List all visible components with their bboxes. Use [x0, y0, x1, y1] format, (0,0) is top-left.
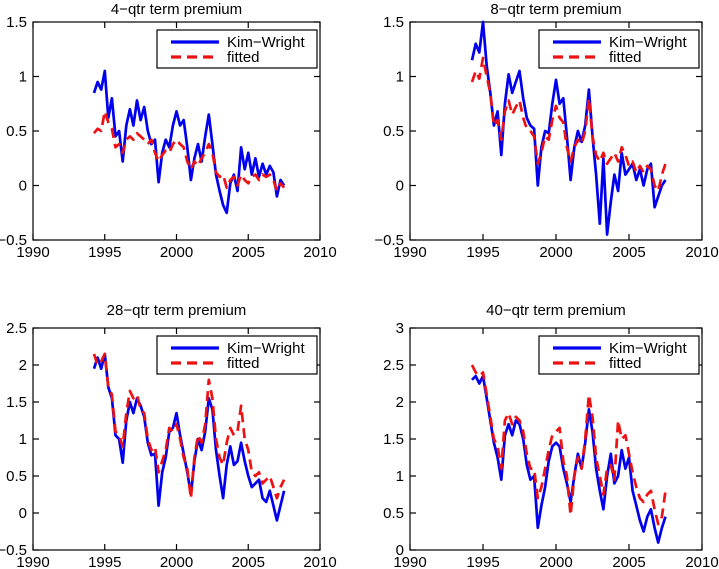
x-tick-label: 2000 — [539, 554, 572, 569]
y-tick-label: 0 — [19, 178, 27, 195]
x-tick-label: 2010 — [685, 554, 718, 569]
y-tick-label: 1.5 — [6, 394, 27, 411]
legend-box — [538, 29, 700, 69]
y-tick-label: 0.5 — [383, 505, 404, 522]
y-tick-label: 2 — [19, 357, 27, 374]
x-tick-label: 2005 — [612, 554, 645, 569]
chart-8qtr: 1990 1995 2000 2005 2010 1.5 1 0.5 0 −0.5 Kim−Wrig… — [374, 14, 718, 261]
y-tick-label: 0.5 — [6, 123, 27, 140]
chart-title-28qtr: 28−qtr term premium — [106, 302, 247, 319]
x-tick-label: 1995 — [88, 244, 121, 261]
x-tick-label: 1995 — [466, 244, 499, 261]
y-tick-label: 2.5 — [6, 320, 27, 337]
y-tick-label: 0 — [396, 542, 404, 559]
x-tick-label: 2000 — [160, 244, 193, 261]
legend-kim-wright-label: Kim−Wright — [609, 34, 687, 51]
x-tick-label: 2010 — [303, 554, 336, 569]
y-tick-label: −0.5 — [0, 232, 27, 249]
subplot-40qtr-term-premium: 1990 1995 2000 2005 2010 3 2.5 2 1.5 1 0.5 0 Kim−Wri… — [360, 285, 719, 569]
x-tick-label: 2010 — [303, 244, 336, 261]
legend-fitted-label: fitted — [609, 355, 642, 372]
x-tick-label: 1990 — [393, 244, 426, 261]
x-tick-label: 2005 — [232, 554, 265, 569]
legend-fitted-label: fitted — [227, 355, 260, 372]
x-tick-label: 1990 — [393, 554, 426, 569]
x-tick-label: 2005 — [612, 244, 645, 261]
y-tick-label: 0 — [396, 178, 404, 195]
legend-kim-wright-label: Kim−Wright — [227, 34, 305, 51]
chart-title-4qtr: 4−qtr term premium — [110, 1, 243, 18]
x-tick-label: 2000 — [539, 244, 572, 261]
legend-kim-wright-label: Kim−Wright — [609, 340, 687, 357]
x-tick-label: 1990 — [16, 554, 49, 569]
series-fitted-line — [470, 364, 667, 526]
x-tick-label: 2000 — [160, 554, 193, 569]
y-tick-label: 0.5 — [6, 468, 27, 485]
x-tick-label: 1995 — [88, 554, 121, 569]
chart-title-40qtr: 40−qtr term premium — [486, 302, 626, 319]
legend-box — [156, 29, 318, 69]
chart-4qtr: 1990 1995 2000 2005 2010 1.5 1 0.5 0 −0.5 Kim−Wrig… — [0, 14, 337, 261]
y-tick-label: 1 — [396, 468, 404, 485]
y-tick-label: 1 — [19, 431, 27, 448]
y-tick-label: 1.5 — [6, 14, 27, 31]
chart-title-8qtr: 8−qtr term premium — [490, 1, 622, 18]
chart-28qtr: 1990 1995 2000 2005 2010 2.5 2 1.5 1 0.5 0 −0.5 Kim−… — [0, 320, 337, 569]
y-tick-label: 2.5 — [383, 357, 404, 374]
x-tick-label: 1995 — [466, 554, 499, 569]
x-tick-label: 2010 — [685, 244, 718, 261]
y-tick-label: −0.5 — [374, 232, 404, 249]
legend-box — [156, 335, 318, 375]
series-kim-wright-line — [92, 352, 286, 522]
series-fitted-line — [92, 352, 286, 500]
subplot-4qtr-term-premium: 1990 1995 2000 2005 2010 1.5 1 0.5 0 −0.5 Kim−Wrig… — [0, 0, 360, 285]
legend-box — [538, 335, 700, 375]
subplot-8qtr-term-premium: 1990 1995 2000 2005 2010 1.5 1 0.5 0 −0.5 Kim−Wrig… — [360, 0, 719, 285]
legend-fitted-label: fitted — [227, 49, 260, 66]
series-fitted-line — [470, 56, 667, 193]
y-tick-label: 1.5 — [383, 431, 404, 448]
y-tick-label: 3 — [396, 320, 404, 337]
y-tick-label: 0 — [19, 505, 27, 522]
y-tick-label: 1 — [396, 69, 404, 86]
legend-kim-wright-label: Kim−Wright — [227, 340, 305, 357]
y-tick-label: 1.5 — [383, 14, 404, 31]
chart-40qtr: 1990 1995 2000 2005 2010 3 2.5 2 1.5 1 0.5 0 Kim−Wri… — [383, 320, 719, 569]
y-tick-label: 2 — [396, 394, 404, 411]
legend-fitted-label: fitted — [609, 49, 642, 66]
x-tick-label: 1990 — [16, 244, 49, 261]
y-tick-label: −0.5 — [0, 542, 27, 559]
subplot-28qtr-term-premium: 1990 1995 2000 2005 2010 2.5 2 1.5 1 0.5 0 −0.5 Kim−… — [0, 285, 360, 569]
y-tick-label: 1 — [19, 69, 27, 86]
x-tick-label: 2005 — [232, 244, 265, 261]
y-tick-label: 0.5 — [383, 123, 404, 140]
